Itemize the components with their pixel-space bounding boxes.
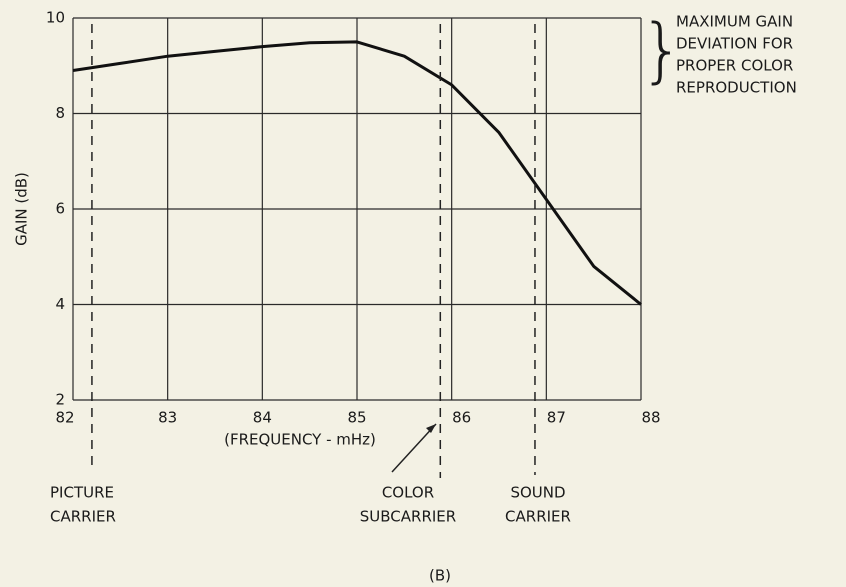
y-tick-label: 10 — [46, 9, 65, 27]
x-tick-label: 82 — [55, 409, 74, 427]
x-tick-label: 87 — [547, 409, 566, 427]
note-line: PROPER COLOR — [676, 57, 793, 75]
y-axis-label: GAIN (dB) — [13, 172, 31, 246]
x-tick-label: 84 — [253, 409, 272, 427]
marker-label: COLOR — [382, 484, 434, 502]
marker-label: CARRIER — [505, 508, 571, 526]
caption: (B) — [429, 567, 451, 585]
x-axis-label: (FREQUENCY - mHz) — [224, 431, 376, 449]
x-tick-label: 88 — [641, 409, 660, 427]
curve — [72, 40, 642, 306]
marker-label: SOUND — [510, 484, 565, 502]
marker-label: PICTURE — [50, 484, 114, 502]
note-line: MAXIMUM GAIN — [676, 13, 793, 31]
note-line: DEVIATION FOR — [676, 35, 793, 53]
arrow-head — [426, 424, 436, 433]
y-tick-label: 4 — [55, 295, 65, 313]
x-tick-label: 86 — [452, 409, 471, 427]
marker-label: CARRIER — [50, 508, 116, 526]
y-tick-label: 6 — [55, 200, 65, 218]
brace: } — [640, 9, 685, 91]
y-tick-label: 2 — [55, 391, 65, 409]
x-tick-label: 85 — [347, 409, 366, 427]
pointer-arrow — [391, 423, 437, 473]
y-tick-label: 8 — [55, 104, 65, 122]
marker-label: SUBCARRIER — [360, 508, 456, 526]
note-line: REPRODUCTION — [676, 79, 797, 97]
x-tick-label: 83 — [158, 409, 177, 427]
